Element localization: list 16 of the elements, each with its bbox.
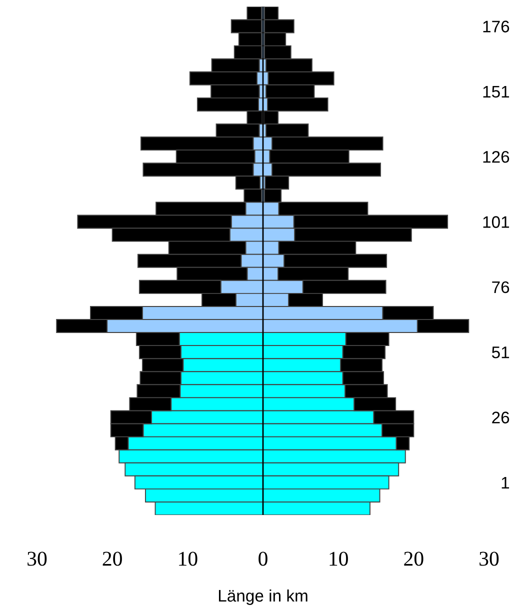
x-tick-label: 30 xyxy=(28,552,47,566)
y-tick-label: 1 xyxy=(502,476,510,488)
x-tick-label: 10 xyxy=(330,552,348,566)
y-tick-label: 101 xyxy=(483,216,510,228)
y-tick-label: 126 xyxy=(483,150,510,163)
x-tick-label: 20 xyxy=(102,552,122,566)
x-tick-label: 0 xyxy=(258,552,268,566)
y-tick-label: 26 xyxy=(492,412,510,424)
y-tick-label: 151 xyxy=(483,86,510,98)
x-axis-title: Länge in km xyxy=(218,589,308,605)
x-tick-label: 20 xyxy=(404,552,424,566)
x-tick-label: 10 xyxy=(179,552,198,566)
y-tick-label: 51 xyxy=(492,346,510,358)
x-tick-label: 30 xyxy=(480,552,499,566)
y-tick-label: 76 xyxy=(492,281,510,294)
y-tick-label: 176 xyxy=(483,20,510,32)
